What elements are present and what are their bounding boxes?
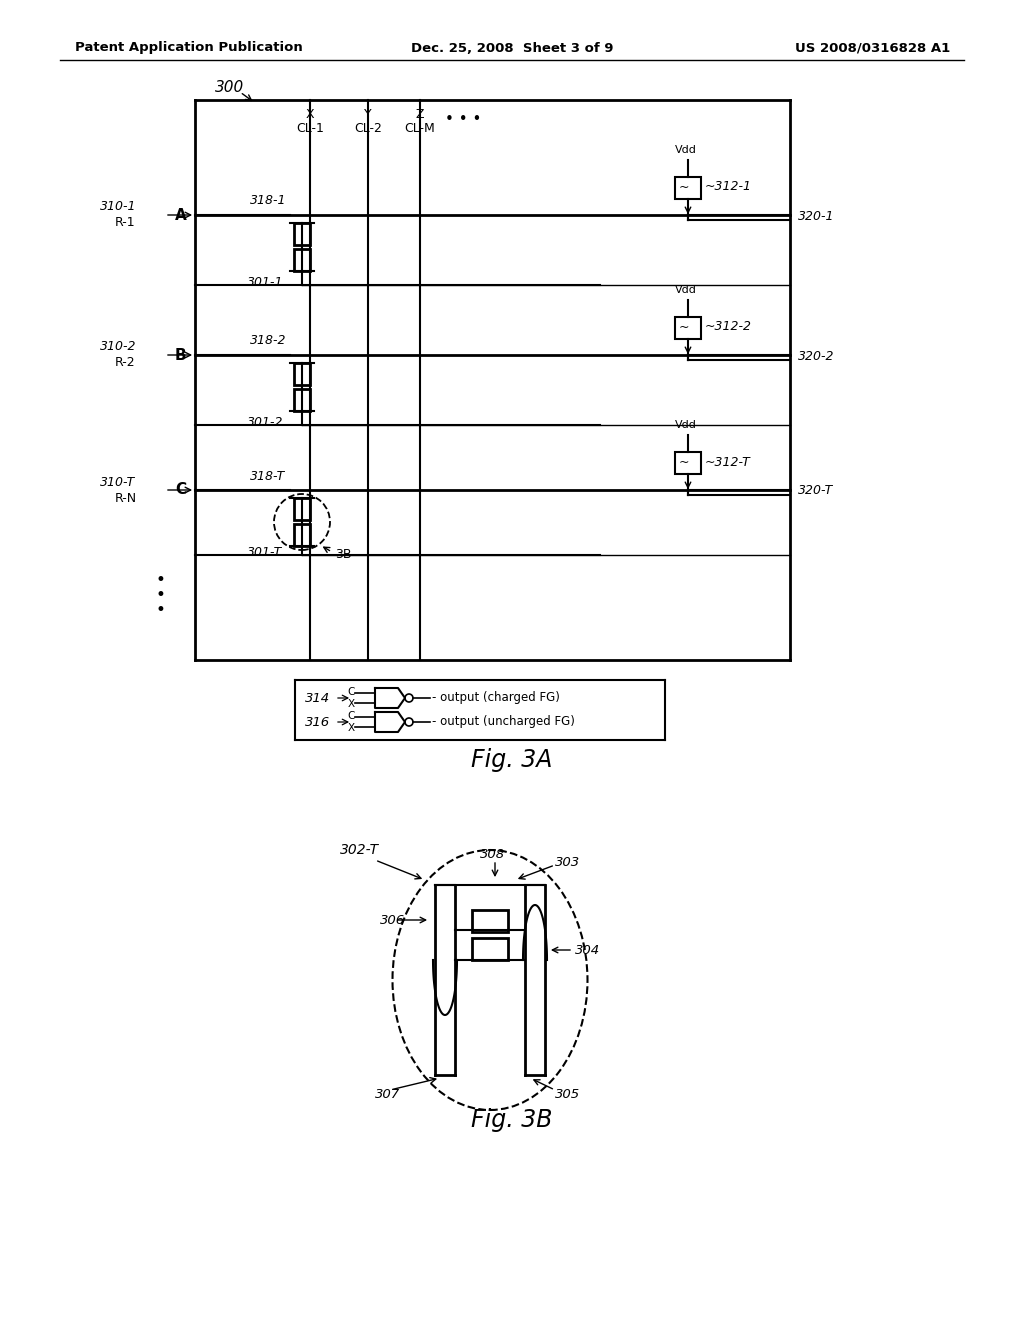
Text: C: C <box>347 711 355 721</box>
Text: 310-2: 310-2 <box>100 341 136 354</box>
Text: 318-2: 318-2 <box>250 334 287 347</box>
Bar <box>294 524 310 546</box>
Text: C: C <box>175 483 186 498</box>
Text: Fig. 3B: Fig. 3B <box>471 1107 553 1133</box>
Text: 320-2: 320-2 <box>798 350 835 363</box>
Text: ~312-1: ~312-1 <box>705 181 752 194</box>
Text: R-2: R-2 <box>115 356 135 370</box>
Text: 320-1: 320-1 <box>798 210 835 223</box>
Text: CL-M: CL-M <box>404 121 435 135</box>
Text: •: • <box>155 601 165 619</box>
Text: 306: 306 <box>380 913 406 927</box>
Text: ~312-2: ~312-2 <box>705 321 752 334</box>
Text: Patent Application Publication: Patent Application Publication <box>75 41 303 54</box>
Bar <box>675 317 701 339</box>
Bar <box>675 177 701 199</box>
Text: Vdd: Vdd <box>675 420 697 430</box>
Text: 318-T: 318-T <box>250 470 286 483</box>
Text: C: C <box>347 686 355 697</box>
Text: 310-T: 310-T <box>100 475 135 488</box>
Text: CL-1: CL-1 <box>296 121 324 135</box>
Text: •: • <box>155 586 165 605</box>
Text: X: X <box>348 700 355 709</box>
Text: X: X <box>306 108 314 121</box>
Text: 301-1: 301-1 <box>247 276 284 289</box>
Text: ~: ~ <box>679 455 689 469</box>
Text: 308: 308 <box>480 849 505 862</box>
Text: 320-T: 320-T <box>798 484 834 498</box>
Text: 300: 300 <box>215 79 245 95</box>
Text: 301-2: 301-2 <box>247 417 284 429</box>
Text: Y: Y <box>365 108 372 121</box>
Bar <box>294 223 310 246</box>
Text: ~312-T: ~312-T <box>705 455 751 469</box>
Bar <box>294 498 310 520</box>
Text: Z: Z <box>416 108 424 121</box>
Text: CL-2: CL-2 <box>354 121 382 135</box>
Bar <box>472 909 508 932</box>
Text: Fig. 3A: Fig. 3A <box>471 748 553 772</box>
Text: R-1: R-1 <box>115 216 135 230</box>
Text: B: B <box>175 347 186 363</box>
Bar <box>294 389 310 411</box>
Text: ~: ~ <box>679 181 689 194</box>
Text: 310-1: 310-1 <box>100 201 136 214</box>
Text: 318-1: 318-1 <box>250 194 287 207</box>
Text: 3B: 3B <box>335 549 351 561</box>
Text: 303: 303 <box>555 855 581 869</box>
Text: 301-T: 301-T <box>247 546 283 560</box>
Text: A: A <box>175 207 186 223</box>
Bar <box>472 939 508 960</box>
Text: - output (uncharged FG): - output (uncharged FG) <box>432 715 574 729</box>
Text: - output (charged FG): - output (charged FG) <box>432 692 560 705</box>
Text: 307: 307 <box>375 1089 400 1101</box>
Text: Vdd: Vdd <box>675 145 697 154</box>
Bar <box>675 451 701 474</box>
Text: 302-T: 302-T <box>340 843 379 857</box>
Text: 316: 316 <box>305 715 330 729</box>
Text: X: X <box>348 723 355 733</box>
Text: ~: ~ <box>679 321 689 334</box>
Text: Vdd: Vdd <box>675 285 697 294</box>
Text: R-N: R-N <box>115 491 137 504</box>
Text: Dec. 25, 2008  Sheet 3 of 9: Dec. 25, 2008 Sheet 3 of 9 <box>411 41 613 54</box>
Text: •: • <box>155 572 165 589</box>
Bar <box>294 249 310 271</box>
Text: US 2008/0316828 A1: US 2008/0316828 A1 <box>795 41 950 54</box>
Text: 305: 305 <box>555 1089 581 1101</box>
Bar <box>294 363 310 385</box>
Text: 314: 314 <box>305 692 330 705</box>
Text: • • •: • • • <box>445 112 481 128</box>
Text: 304: 304 <box>575 944 600 957</box>
